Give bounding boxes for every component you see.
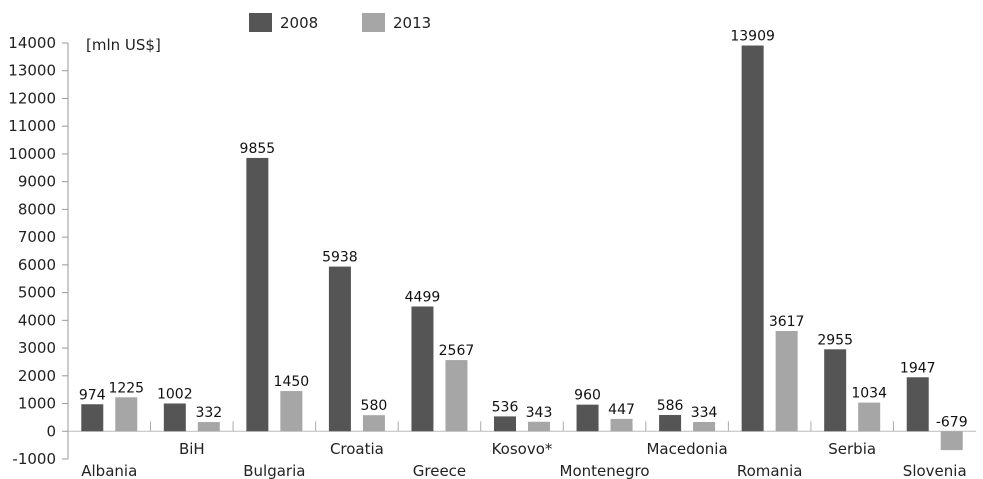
x-category-label: Slovenia — [903, 462, 967, 479]
y-tick-label: 7000 — [18, 228, 56, 246]
y-tick-label: 6000 — [18, 256, 56, 274]
data-label: 960 — [574, 388, 601, 404]
data-label: 586 — [657, 398, 684, 414]
data-label: 332 — [195, 405, 222, 421]
data-label: 2955 — [817, 332, 853, 348]
legend: 2008 2013 — [249, 13, 431, 32]
data-label: 3617 — [769, 314, 805, 330]
bar-2013-slovenia — [940, 431, 963, 451]
x-category-label: Kosovo* — [492, 440, 553, 458]
y-tick-label: 9000 — [18, 173, 56, 191]
legend-label-2008: 2008 — [280, 14, 318, 32]
bar-2008-bih — [163, 403, 186, 432]
bar-2013-macedonia — [693, 422, 716, 432]
bar-2008-albania — [81, 404, 104, 432]
bar-2008-romania — [741, 45, 764, 432]
x-category-label: Serbia — [828, 440, 876, 458]
y-tick-label: 11000 — [8, 117, 56, 135]
bar-2013-albania — [115, 397, 138, 432]
bar-2013-serbia — [858, 402, 881, 432]
bar-2013-romania — [775, 330, 798, 432]
bar-2013-kosovo — [528, 421, 550, 432]
legend-swatch-2013 — [362, 13, 385, 32]
data-label: 1225 — [108, 380, 144, 396]
data-label: 580 — [361, 398, 388, 414]
y-tick-label: -1000 — [12, 450, 56, 468]
bar-2013-bih — [197, 422, 220, 432]
x-category-label: Montenegro — [560, 462, 650, 479]
bars — [81, 45, 963, 451]
bar-2008-kosovo — [494, 416, 516, 432]
bar-2008-montenegro — [576, 404, 599, 432]
x-category-label: BiH — [179, 440, 205, 458]
x-category-label: Romania — [737, 462, 803, 479]
data-label: 1034 — [851, 386, 887, 402]
bar-2008-serbia — [824, 349, 847, 432]
data-label: 5938 — [322, 250, 358, 266]
y-tick-label: 10000 — [8, 145, 56, 163]
data-label: 13909 — [730, 29, 775, 45]
y-axis-unit-label: [mln US$] — [86, 36, 161, 54]
data-label: -679 — [936, 414, 968, 430]
y-tick-label: 0 — [46, 422, 56, 440]
bar-2008-croatia — [328, 266, 351, 432]
y-tick-label: 4000 — [18, 311, 56, 329]
data-label: 2567 — [439, 343, 475, 359]
legend-label-2013: 2013 — [393, 14, 431, 32]
data-label: 9855 — [240, 141, 276, 157]
y-tick-label: 1000 — [18, 395, 56, 413]
bar-2008-greece — [411, 306, 434, 432]
data-label: 1947 — [900, 360, 936, 376]
bar-2008-slovenia — [906, 377, 929, 432]
bar-2013-greece — [445, 360, 468, 432]
y-tick-label: 13000 — [8, 62, 56, 80]
data-label: 1450 — [274, 374, 310, 390]
data-label: 447 — [608, 402, 635, 418]
data-label: 343 — [526, 405, 553, 421]
x-category-label: Bulgaria — [243, 462, 305, 479]
bar-2008-macedonia — [659, 415, 682, 432]
x-category-label: Macedonia — [646, 440, 727, 458]
data-label: 4499 — [405, 289, 441, 305]
y-tick-label: 3000 — [18, 339, 56, 357]
legend-swatch-2008 — [249, 13, 272, 32]
data-label: 974 — [79, 387, 106, 403]
data-label: 536 — [492, 399, 519, 415]
bar-2008-bulgaria — [246, 157, 269, 432]
bar-2013-croatia — [362, 415, 385, 432]
data-label: 334 — [691, 405, 718, 421]
bar-2013-montenegro — [610, 418, 633, 432]
axes: -1000 0 1000 2000 3000 4000 5000 6000 7000 8000 90… — [8, 34, 976, 479]
x-category-label: Greece — [413, 462, 466, 479]
bar-2013-bulgaria — [280, 391, 303, 432]
x-category-label: Albania — [81, 462, 137, 479]
y-tick-label: 12000 — [8, 89, 56, 107]
data-label: 1002 — [157, 386, 193, 402]
y-tick-label: 14000 — [8, 34, 56, 52]
y-tick-label: 8000 — [18, 200, 56, 218]
y-tick-label: 2000 — [18, 367, 56, 385]
y-tick-label: 5000 — [18, 284, 56, 302]
x-category-label: Croatia — [330, 440, 384, 458]
